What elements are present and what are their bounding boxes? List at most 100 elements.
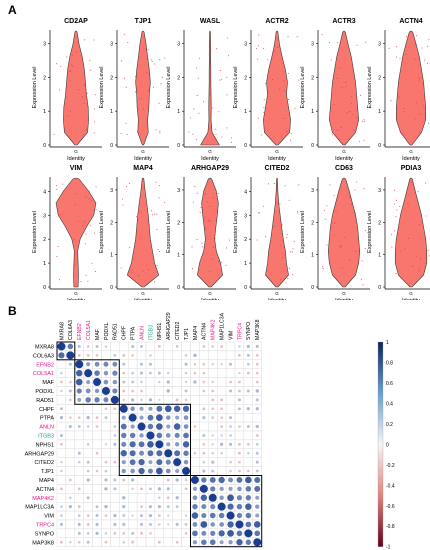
correlation-circle bbox=[112, 370, 118, 376]
data-point bbox=[85, 233, 87, 235]
correlation-circle bbox=[237, 486, 242, 492]
correlation-circle bbox=[85, 388, 91, 394]
grid-cell bbox=[92, 537, 102, 547]
correlation-circle bbox=[218, 512, 225, 519]
y-tick-label: 2 bbox=[177, 220, 180, 226]
correlation-circle bbox=[121, 460, 126, 465]
x-axis-label: Identity bbox=[67, 298, 85, 300]
correlation-circle bbox=[129, 450, 136, 457]
data-point bbox=[424, 98, 426, 99]
data-point bbox=[153, 86, 155, 88]
data-point bbox=[358, 141, 360, 143]
correlation-circle bbox=[201, 477, 207, 483]
y-tick-label: 0 bbox=[378, 143, 381, 149]
violin-title: TJP1 bbox=[135, 18, 152, 25]
data-point bbox=[76, 51, 78, 53]
correlation-circle bbox=[60, 540, 63, 544]
data-point bbox=[340, 246, 342, 248]
row-label-mxra8: MXRA8 bbox=[35, 344, 54, 350]
correlation-circle bbox=[201, 512, 207, 519]
data-point bbox=[151, 214, 153, 216]
data-point bbox=[218, 111, 220, 113]
data-point bbox=[279, 203, 281, 205]
column-label-arhgap29: ARHGAP29 bbox=[166, 312, 172, 340]
data-point bbox=[420, 258, 421, 260]
correlation-circle bbox=[77, 505, 81, 509]
data-point bbox=[395, 216, 397, 218]
data-point bbox=[207, 220, 209, 222]
x-axis-label: Identity bbox=[67, 156, 85, 162]
correlation-circle bbox=[228, 486, 233, 491]
violin-title: CD2AP bbox=[64, 18, 88, 25]
column-label-map4: MAP4 bbox=[193, 326, 199, 340]
grid-cell bbox=[234, 359, 245, 369]
correlation-circle bbox=[245, 539, 252, 545]
data-point bbox=[150, 210, 152, 212]
correlation-circle bbox=[175, 522, 179, 526]
data-point bbox=[296, 36, 298, 38]
data-point bbox=[424, 59, 426, 61]
violin-plot-vim: VIM 0 1 2 3 4 G Identity Expression Level bbox=[32, 165, 102, 300]
data-point bbox=[427, 46, 429, 48]
y-tick-label: 1 bbox=[378, 253, 381, 259]
grid-cell bbox=[74, 404, 84, 414]
grid-cell bbox=[110, 537, 120, 547]
data-point bbox=[194, 186, 196, 187]
data-point bbox=[191, 246, 193, 248]
data-point bbox=[156, 265, 158, 267]
violin-plot-cd2ap: CD2AP 0 1 2 3 G Identity Expression Level bbox=[32, 18, 102, 162]
data-point bbox=[66, 56, 68, 58]
correlation-circle bbox=[191, 512, 199, 519]
data-point bbox=[416, 35, 418, 37]
data-point bbox=[414, 118, 416, 120]
violin-plot-cited2: CITED2 0 1 2 3 4 G Identity Expression Level bbox=[233, 165, 303, 300]
data-point bbox=[135, 76, 136, 78]
correlation-circle bbox=[184, 354, 188, 357]
correlation-circle bbox=[184, 362, 188, 366]
data-point bbox=[138, 275, 140, 276]
violin-title: CD63 bbox=[335, 165, 353, 172]
data-point bbox=[353, 129, 355, 131]
correlation-circle bbox=[121, 432, 127, 439]
row-label-vim: VIM bbox=[44, 514, 54, 520]
data-point bbox=[281, 136, 283, 138]
correlation-circle bbox=[104, 540, 108, 544]
correlation-circle bbox=[69, 541, 72, 544]
data-point bbox=[74, 204, 76, 206]
data-point bbox=[154, 63, 155, 65]
grid-cell bbox=[145, 475, 156, 485]
grid-cell bbox=[65, 519, 76, 530]
data-point bbox=[217, 193, 219, 194]
correlation-circle bbox=[229, 425, 232, 428]
data-point bbox=[196, 95, 198, 96]
correlation-circle bbox=[165, 468, 171, 474]
cluster-box-4 bbox=[190, 475, 263, 548]
grid-cell bbox=[56, 475, 67, 485]
y-axis-label: Expression Level bbox=[367, 211, 373, 253]
data-point bbox=[94, 94, 96, 96]
correlation-circle bbox=[156, 450, 163, 457]
correlation-circle bbox=[210, 486, 216, 492]
data-point bbox=[286, 131, 288, 133]
correlation-circle bbox=[202, 380, 206, 384]
grid-cell bbox=[110, 341, 120, 352]
y-tick-label: 3 bbox=[244, 213, 247, 219]
grid-cell bbox=[154, 528, 164, 538]
grid-cell bbox=[216, 466, 227, 476]
grid-cell bbox=[92, 430, 102, 441]
correlation-circle bbox=[247, 469, 250, 473]
correlation-circle bbox=[201, 504, 207, 510]
correlation-circle bbox=[193, 371, 197, 375]
correlation-circle bbox=[66, 351, 75, 360]
data-point bbox=[148, 269, 150, 271]
correlation-circle bbox=[247, 362, 250, 366]
column-label-col6a3: COL6A3 bbox=[68, 320, 74, 340]
correlation-circle bbox=[246, 353, 250, 357]
grid-cell bbox=[110, 466, 120, 476]
correlation-circle bbox=[192, 540, 198, 545]
grid-cell bbox=[225, 448, 236, 458]
grid-cell bbox=[127, 519, 138, 530]
data-point bbox=[88, 191, 90, 193]
colorbar-tick-label: 0 bbox=[386, 442, 389, 448]
data-point bbox=[345, 81, 347, 83]
